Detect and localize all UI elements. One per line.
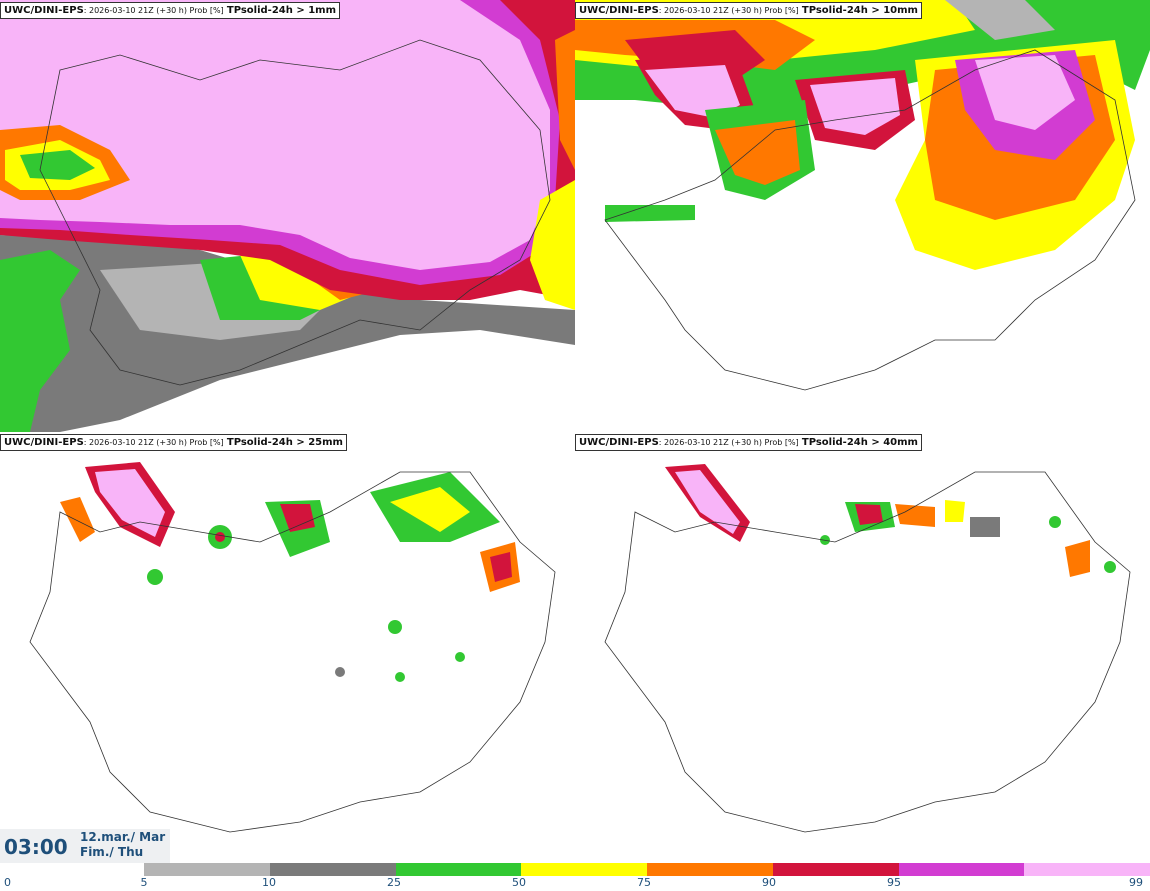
colorbar-segment: [269, 863, 396, 876]
colorbar-tick-label: 25: [387, 876, 401, 889]
run-info: : 2026-03-10 21Z (+30 h) Prob [%]: [83, 6, 224, 15]
variable-label: TPsolid-24h > 10mm: [801, 5, 918, 16]
colorbar-segment: [647, 863, 773, 876]
colorbar-segment: [1024, 863, 1150, 876]
variable-label: TPsolid-24h > 40mm: [801, 437, 918, 448]
colorbar-segment: [898, 863, 1025, 876]
colorbar-tick-label: 75: [637, 876, 651, 889]
variable-label: TPsolid-24h > 25mm: [226, 437, 343, 448]
panel-title: UWC/DINI-EPS: 2026-03-10 21Z (+30 h) Pro…: [575, 2, 922, 19]
map-panel-40mm: UWC/DINI-EPS: 2026-03-10 21Z (+30 h) Pro…: [575, 432, 1150, 864]
map-panel-10mm: UWC/DINI-EPS: 2026-03-10 21Z (+30 h) Pro…: [575, 0, 1150, 432]
valid-time: 03:00: [4, 835, 68, 859]
colorbar-tick-label: 0: [4, 876, 11, 889]
panel-title: UWC/DINI-EPS: 2026-03-10 21Z (+30 h) Pro…: [0, 2, 341, 19]
colorbar-tick-label: 10: [262, 876, 276, 889]
probability-map-1mm: [0, 0, 575, 432]
variable-label: TPsolid-24h > 1mm: [226, 5, 337, 16]
colorbar-segment: [772, 863, 899, 876]
colorbar-tick-label: 50: [512, 876, 526, 889]
colorbar-tick-label: 90: [762, 876, 776, 889]
model-name: UWC/DINI-EPS: [4, 5, 84, 16]
colorbar-tick-label: 99: [1129, 876, 1143, 889]
date-line-1: 12.mar./ Mar: [80, 830, 166, 844]
run-info: : 2026-03-10 21Z (+30 h) Prob [%]: [658, 438, 799, 447]
probability-map-25mm: [0, 432, 575, 864]
panel-title: UWC/DINI-EPS: 2026-03-10 21Z (+30 h) Pro…: [0, 434, 347, 451]
run-info: : 2026-03-10 21Z (+30 h) Prob [%]: [83, 438, 224, 447]
run-info: : 2026-03-10 21Z (+30 h) Prob [%]: [658, 6, 799, 15]
colorbar-tick-label: 95: [887, 876, 901, 889]
probability-map-40mm: [575, 432, 1150, 864]
map-panel-25mm: UWC/DINI-EPS: 2026-03-10 21Z (+30 h) Pro…: [0, 432, 575, 864]
model-name: UWC/DINI-EPS: [579, 5, 659, 16]
valid-date: 12.mar./ Mar Fim./ Thu: [80, 830, 165, 860]
colorbar-segment: [144, 863, 270, 876]
valid-time-box: 03:00 12.mar./ Mar Fim./ Thu: [0, 829, 170, 863]
model-name: UWC/DINI-EPS: [579, 437, 659, 448]
colorbar-tick-label: 5: [140, 876, 148, 889]
colorbar: [144, 863, 1150, 876]
map-panel-1mm: UWC/DINI-EPS: 2026-03-10 21Z (+30 h) Pro…: [0, 0, 575, 432]
colorbar-segment: [521, 863, 647, 876]
probability-map-10mm: [575, 0, 1150, 432]
panel-title: UWC/DINI-EPS: 2026-03-10 21Z (+30 h) Pro…: [575, 434, 922, 451]
colorbar-segment: [395, 863, 522, 876]
date-line-2: Fim./ Thu: [80, 845, 144, 859]
model-name: UWC/DINI-EPS: [4, 437, 84, 448]
